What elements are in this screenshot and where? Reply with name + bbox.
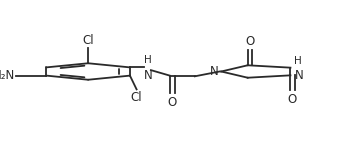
Text: Cl: Cl bbox=[82, 34, 94, 47]
Text: O: O bbox=[167, 96, 177, 109]
Text: H₂N: H₂N bbox=[0, 69, 15, 82]
Text: H: H bbox=[294, 56, 302, 66]
Text: N: N bbox=[144, 69, 153, 82]
Text: N: N bbox=[210, 65, 219, 78]
Text: H: H bbox=[144, 55, 152, 65]
Text: Cl: Cl bbox=[131, 91, 143, 104]
Text: O: O bbox=[288, 93, 297, 106]
Text: N: N bbox=[294, 69, 303, 82]
Text: O: O bbox=[245, 35, 254, 48]
